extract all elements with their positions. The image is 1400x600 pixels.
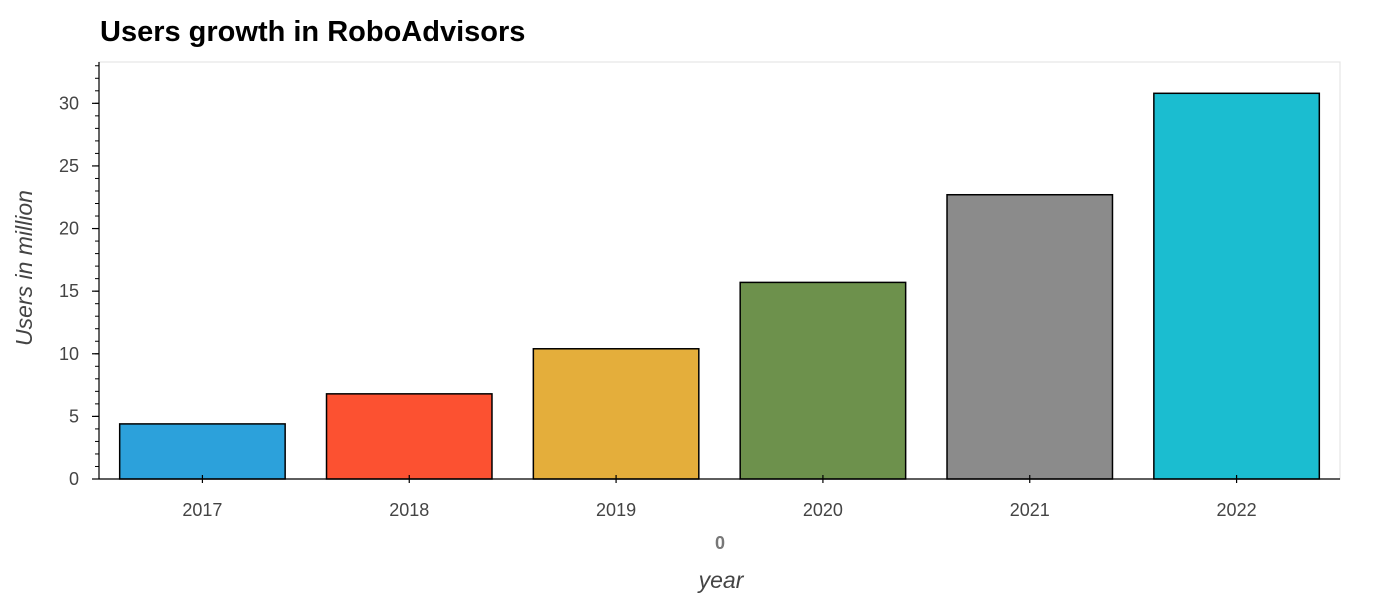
y-axis: 0 5 10 15 20 25 30 [59,62,100,489]
y-axis-label: Users in million [11,190,37,346]
x-tick-label: 2017 [182,500,222,520]
bar-2017 [118,423,286,480]
y-tick-label: 10 [59,344,79,364]
y-tick-label: 15 [59,281,79,301]
chart-title: Users growth in RoboAdvisors [100,16,525,48]
x-axis: 2017 2018 2019 2020 2021 2022 [99,475,1340,520]
y-tick-label: 5 [69,406,79,426]
bar-2021 [946,193,1114,480]
x-axis-label: year [697,567,745,593]
x-tick-label: 2021 [1010,500,1050,520]
x-tick-label: 2018 [389,500,429,520]
y-tick-label: 30 [59,93,79,113]
x-tick-label: 2020 [803,500,843,520]
y-tick-label: 20 [59,219,79,239]
x-group-label: 0 [715,533,725,553]
x-tick-label: 2019 [596,500,636,520]
bar-2019 [532,348,700,480]
y-tick-label: 0 [69,469,79,489]
x-tick-label: 2022 [1217,500,1257,520]
y-tick-label: 25 [59,156,79,176]
bar-2018 [325,393,493,480]
bars-group [118,92,1321,480]
bar-2020 [739,281,907,480]
bar-2022 [1153,92,1321,480]
